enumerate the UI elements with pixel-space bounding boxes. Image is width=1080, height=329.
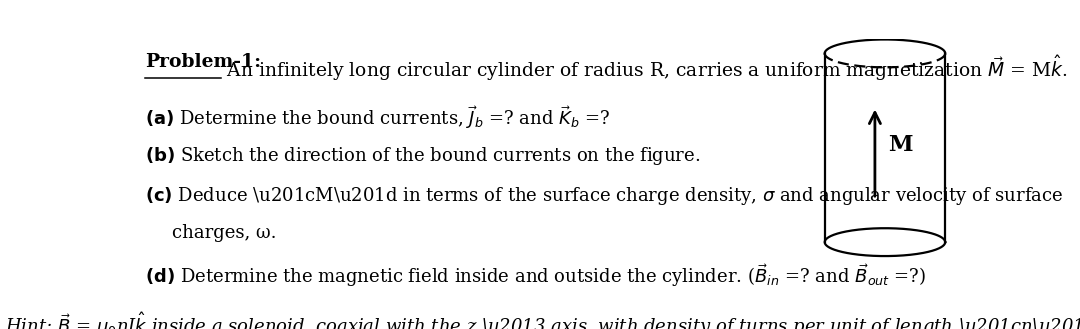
Text: $\mathbf{(c)}$ Deduce \u201cM\u201d in terms of the surface charge density, $\si: $\mathbf{(c)}$ Deduce \u201cM\u201d in t… xyxy=(145,185,1064,207)
Text: charges, ω.: charges, ω. xyxy=(172,224,276,242)
Text: Hint: $\vec{B}$ = $\mu_0$nI$\hat{k}$ inside a solenoid, coaxial with the z \u201: Hint: $\vec{B}$ = $\mu_0$nI$\hat{k}$ ins… xyxy=(5,311,1080,329)
Text: $\mathbf{(a)}$ Determine the bound currents, $\vec{J}_b$ =? and $\vec{K}_b$ =?: $\mathbf{(a)}$ Determine the bound curre… xyxy=(145,104,610,131)
Text: $\mathbf{(b)}$ Sketch the direction of the bound currents on the figure.: $\mathbf{(b)}$ Sketch the direction of t… xyxy=(145,145,700,166)
Text: M: M xyxy=(889,134,913,156)
Text: Problem-1:: Problem-1: xyxy=(145,53,261,71)
Text: An infinitely long circular cylinder of radius R, carries a uniform magnetizatio: An infinitely long circular cylinder of … xyxy=(221,53,1068,83)
Text: $\mathbf{(d)}$ Determine the magnetic field inside and outside the cylinder. ($\: $\mathbf{(d)}$ Determine the magnetic fi… xyxy=(145,263,927,289)
